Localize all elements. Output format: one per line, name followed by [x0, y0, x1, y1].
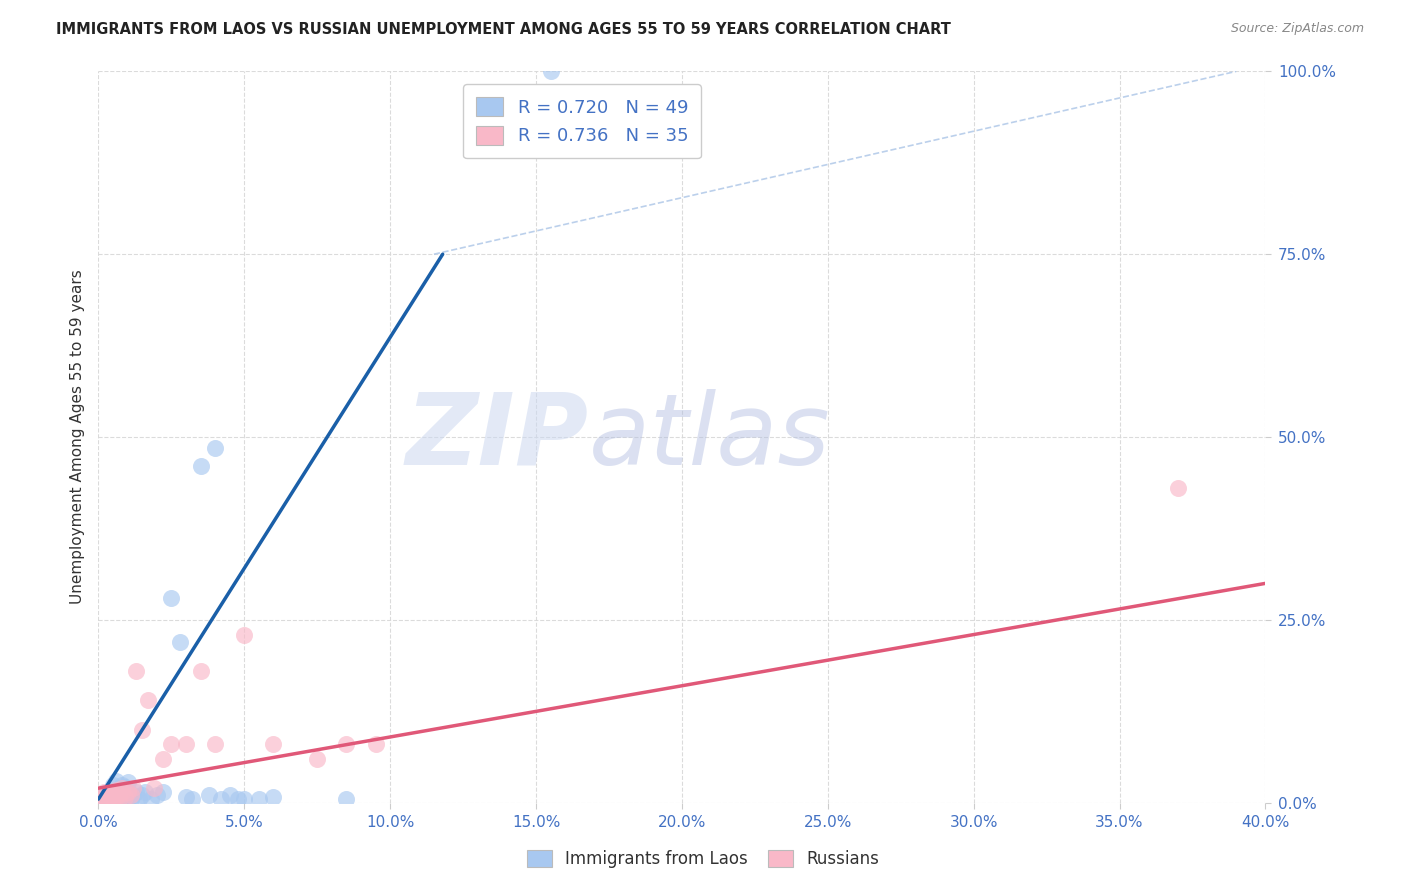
- Point: [204, 441, 226, 455]
- Point: [90, 792, 112, 806]
- Point: [93, 787, 115, 801]
- Point: [142, 781, 165, 796]
- Point: [96, 789, 118, 804]
- Point: [174, 737, 197, 751]
- Point: [90, 792, 112, 806]
- Point: [98, 785, 121, 799]
- Point: [90, 789, 112, 803]
- Point: [104, 782, 127, 797]
- Point: [101, 789, 124, 804]
- Point: [122, 789, 145, 803]
- Legend: R = 0.720   N = 49, R = 0.736   N = 35: R = 0.720 N = 49, R = 0.736 N = 35: [464, 84, 700, 158]
- Point: [307, 752, 329, 766]
- Point: [122, 781, 145, 796]
- Point: [96, 789, 118, 803]
- Point: [233, 627, 256, 641]
- Point: [104, 789, 127, 804]
- Point: [96, 792, 118, 806]
- Point: [111, 792, 134, 806]
- Point: [111, 781, 134, 796]
- Point: [111, 778, 134, 792]
- Point: [131, 723, 153, 737]
- Point: [98, 789, 121, 803]
- Point: [218, 789, 240, 803]
- Point: [108, 789, 131, 803]
- Text: IMMIGRANTS FROM LAOS VS RUSSIAN UNEMPLOYMENT AMONG AGES 55 TO 59 YEARS CORRELATI: IMMIGRANTS FROM LAOS VS RUSSIAN UNEMPLOY…: [56, 22, 950, 37]
- Point: [104, 792, 127, 806]
- Point: [128, 792, 150, 806]
- Point: [101, 778, 124, 792]
- Point: [169, 635, 191, 649]
- Point: [262, 737, 284, 751]
- Point: [190, 664, 212, 678]
- Point: [139, 792, 162, 806]
- Point: [198, 789, 221, 803]
- Point: [247, 792, 270, 806]
- Point: [204, 737, 226, 751]
- Point: [146, 789, 169, 803]
- Point: [120, 792, 142, 806]
- Point: [98, 789, 121, 804]
- Point: [117, 775, 139, 789]
- Point: [98, 792, 121, 806]
- Point: [160, 591, 183, 605]
- Point: [1167, 481, 1189, 495]
- Point: [98, 785, 121, 799]
- Point: [335, 792, 357, 806]
- Point: [93, 789, 115, 804]
- Point: [117, 785, 139, 799]
- Text: Source: ZipAtlas.com: Source: ZipAtlas.com: [1230, 22, 1364, 36]
- Legend: Immigrants from Laos, Russians: Immigrants from Laos, Russians: [520, 843, 886, 875]
- Point: [131, 789, 153, 803]
- Point: [335, 737, 357, 751]
- Point: [233, 792, 256, 806]
- Point: [262, 789, 284, 804]
- Point: [228, 792, 250, 806]
- Point: [104, 773, 127, 788]
- Point: [96, 792, 118, 806]
- Text: atlas: atlas: [589, 389, 830, 485]
- Point: [93, 789, 115, 804]
- Point: [108, 789, 131, 803]
- Point: [114, 789, 136, 804]
- Point: [174, 789, 197, 804]
- Point: [114, 780, 136, 794]
- Point: [93, 792, 115, 806]
- Point: [364, 737, 387, 751]
- Y-axis label: Unemployment Among Ages 55 to 59 years: Unemployment Among Ages 55 to 59 years: [69, 269, 84, 605]
- Point: [152, 785, 174, 799]
- Point: [101, 792, 124, 806]
- Point: [96, 787, 118, 801]
- Point: [120, 789, 142, 803]
- Point: [209, 792, 232, 806]
- Point: [125, 664, 148, 678]
- Point: [134, 785, 156, 799]
- Point: [96, 785, 118, 799]
- Point: [152, 752, 174, 766]
- Point: [540, 64, 562, 78]
- Point: [108, 792, 131, 806]
- Point: [111, 785, 134, 799]
- Point: [136, 693, 159, 707]
- Point: [101, 787, 124, 801]
- Point: [160, 737, 183, 751]
- Point: [114, 789, 136, 803]
- Point: [90, 789, 112, 803]
- Text: ZIP: ZIP: [405, 389, 589, 485]
- Point: [125, 785, 148, 799]
- Point: [117, 789, 139, 804]
- Point: [180, 792, 202, 806]
- Point: [101, 792, 124, 806]
- Point: [190, 459, 212, 474]
- Point: [108, 792, 131, 806]
- Point: [93, 785, 115, 799]
